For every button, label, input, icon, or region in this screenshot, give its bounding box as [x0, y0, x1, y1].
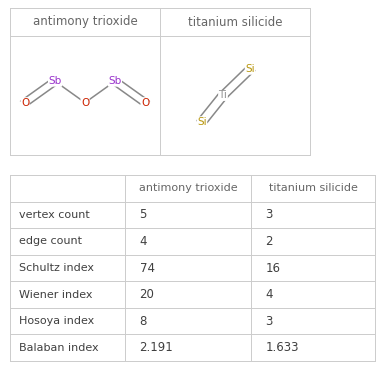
Text: 2: 2	[266, 235, 273, 248]
Text: edge count: edge count	[19, 236, 82, 246]
Text: 16: 16	[266, 261, 281, 274]
Text: 4: 4	[140, 235, 147, 248]
Text: Sb: Sb	[48, 76, 62, 86]
Text: O: O	[21, 98, 29, 108]
Text: Si: Si	[245, 64, 255, 74]
Text: titanium silicide: titanium silicide	[188, 15, 282, 29]
Text: Schultz index: Schultz index	[19, 263, 94, 273]
Text: O: O	[81, 98, 89, 108]
Text: Sb: Sb	[108, 76, 122, 86]
Text: O: O	[141, 98, 149, 108]
Text: 3: 3	[266, 208, 273, 221]
Text: antimony trioxide: antimony trioxide	[139, 183, 237, 193]
Text: Ti: Ti	[218, 90, 227, 101]
Text: 74: 74	[140, 261, 154, 274]
Text: 5: 5	[140, 208, 147, 221]
Text: antimony trioxide: antimony trioxide	[33, 15, 137, 29]
Text: 8: 8	[140, 315, 147, 328]
Text: Wiener index: Wiener index	[19, 290, 93, 300]
Text: titanium silicide: titanium silicide	[269, 183, 357, 193]
Text: 20: 20	[140, 288, 154, 301]
Text: Hosoya index: Hosoya index	[19, 316, 94, 326]
Text: Si: Si	[197, 117, 207, 127]
Text: 4: 4	[266, 288, 273, 301]
Text: vertex count: vertex count	[19, 210, 90, 220]
Text: 2.191: 2.191	[140, 341, 173, 354]
Text: 1.633: 1.633	[266, 341, 299, 354]
Text: 3: 3	[266, 315, 273, 328]
Text: Balaban index: Balaban index	[19, 343, 99, 353]
